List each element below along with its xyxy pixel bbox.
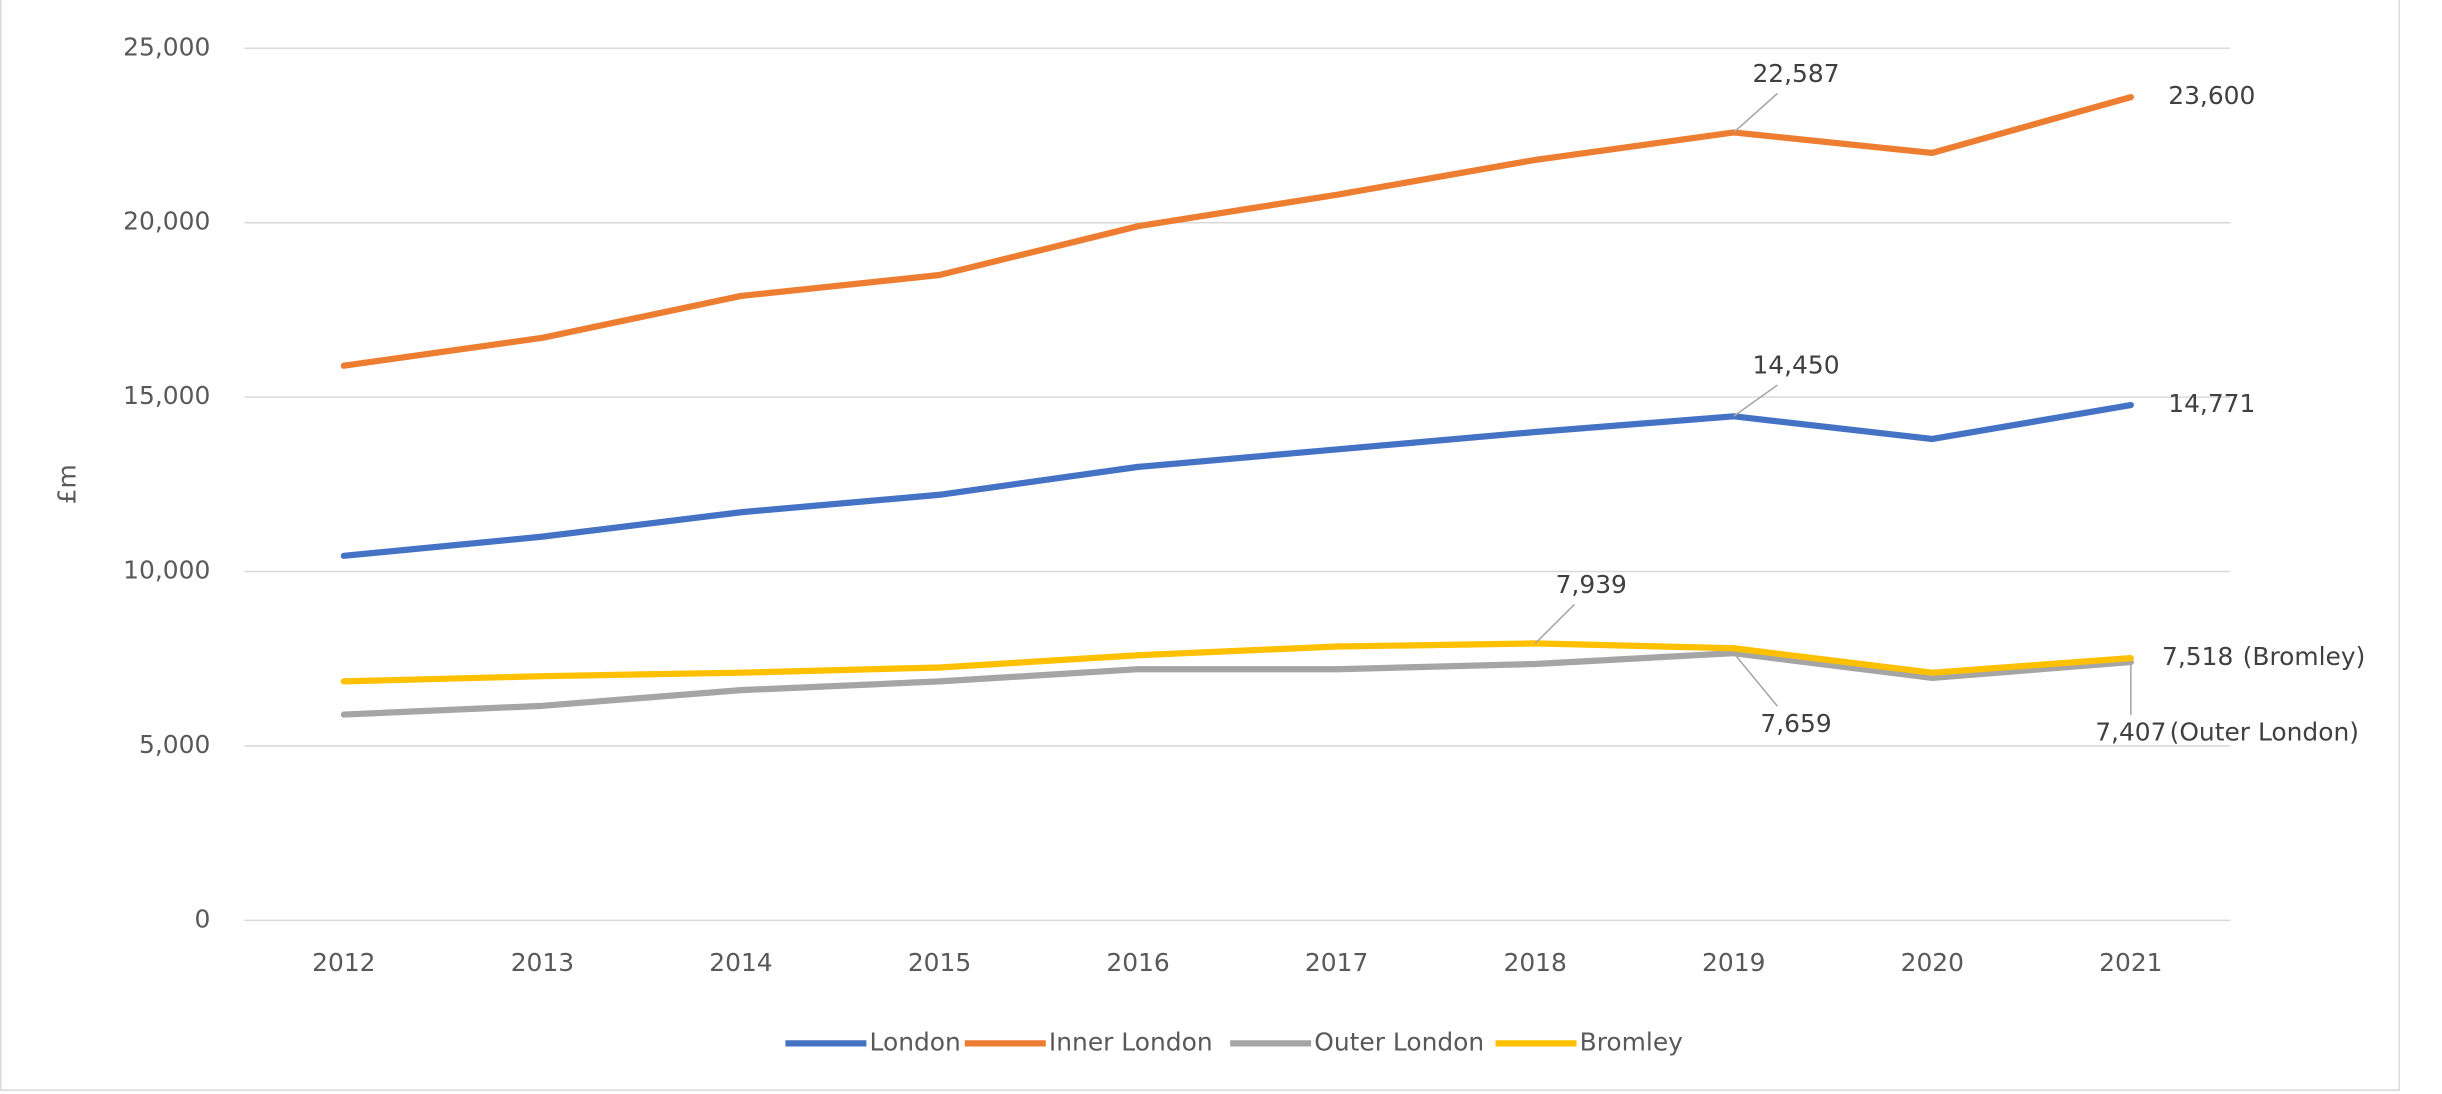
y-tick-label: 20,000 [123, 207, 210, 236]
data-label: 7,659 [1760, 709, 1831, 738]
x-tick-label: 2016 [1106, 948, 1169, 977]
series-line [340, 650, 2134, 718]
data-label: 23,600 [2168, 81, 2255, 110]
x-tick-label: 2014 [709, 948, 772, 977]
x-tick-label: 2012 [312, 948, 375, 977]
annotation: (Bromley) [2243, 642, 2366, 671]
data-label: 14,450 [1752, 350, 1839, 379]
leader-line [1733, 652, 1778, 707]
x-tick-label: 2019 [1702, 948, 1765, 977]
data-label: 7,518 [2162, 642, 2233, 671]
leader-line [1733, 92, 1778, 134]
x-tick-label: 2017 [1305, 948, 1368, 977]
data-label: 7,407 [2095, 718, 2166, 747]
annotation: (Outer London) [2170, 718, 2359, 747]
series-line [340, 93, 2134, 369]
data-label: 22,587 [1752, 59, 1839, 88]
leader-line [1733, 384, 1778, 417]
y-tick-label: 15,000 [123, 381, 210, 410]
data-label: 7,939 [1556, 570, 1627, 599]
legend-label: London [870, 1027, 961, 1056]
x-tick-label: 2018 [1503, 948, 1566, 977]
legend-label: Inner London [1049, 1027, 1213, 1056]
data-label: 14,771 [2168, 389, 2255, 418]
legend-label: Outer London [1314, 1027, 1484, 1056]
leader-line [1534, 603, 1575, 644]
y-axis-label: £m [53, 464, 82, 504]
y-tick-label: 10,000 [123, 556, 210, 585]
y-tick-label: 25,000 [123, 32, 210, 61]
series-line [340, 640, 2134, 685]
x-tick-label: 2013 [511, 948, 574, 977]
x-tick-label: 2020 [1901, 948, 1964, 977]
y-tick-label: 0 [194, 904, 210, 933]
x-tick-label: 2015 [908, 948, 971, 977]
legend-label: Bromley [1580, 1027, 1683, 1056]
y-tick-label: 5,000 [139, 730, 210, 759]
x-tick-label: 2021 [2099, 948, 2162, 977]
series-line [340, 401, 2134, 559]
